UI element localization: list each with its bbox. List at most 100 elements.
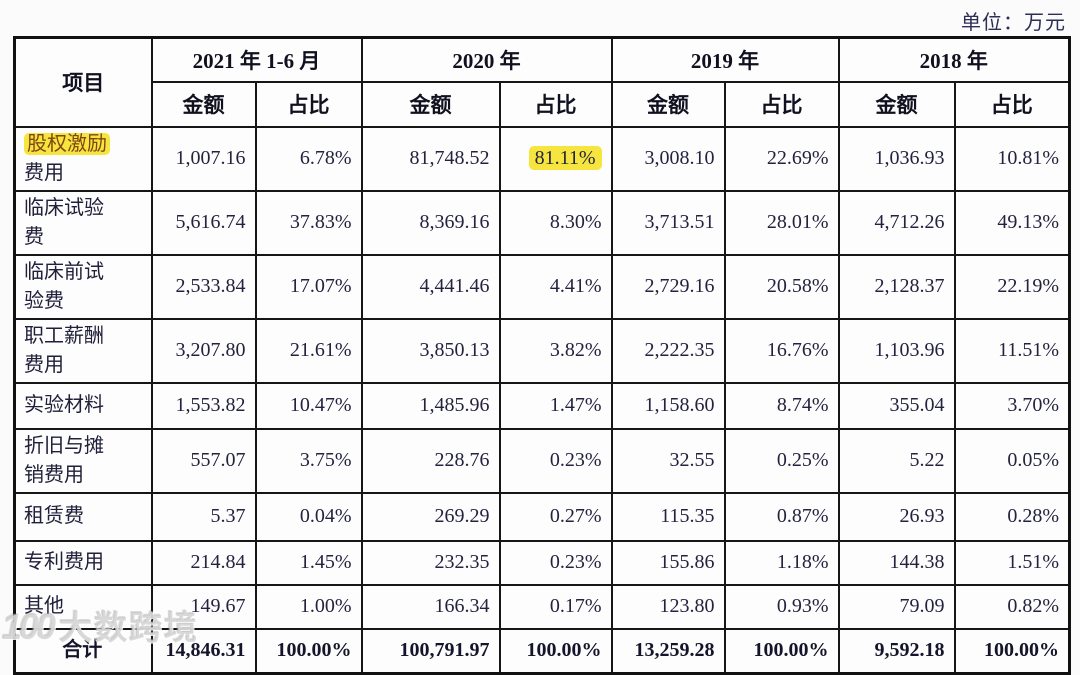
ratio-cell: 0.82%	[953, 583, 1071, 630]
table-body: 股权激励 费用 1,007.16 6.78% 81,748.52 81.11% 3,008.…	[13, 125, 1071, 675]
table-row: 实验材料 1,553.82 10.47% 1,485.96 1.47% 1,158.60 8…	[13, 381, 1071, 430]
row-label-cell: 合计	[13, 627, 153, 675]
amount-cell: 1,158.60	[610, 381, 726, 430]
header-year-2019: 2019 年	[610, 36, 840, 83]
amount-cell: 557.07	[150, 427, 257, 494]
ratio-cell: 100.00%	[953, 627, 1071, 675]
ratio-cell: 0.23%	[498, 427, 613, 494]
amount-cell: 123.80	[610, 583, 726, 630]
ratio-cell: 21.61%	[254, 317, 363, 384]
ratio-cell: 100.00%	[498, 627, 613, 675]
ratio-cell: 11.51%	[953, 317, 1071, 384]
ratio-cell: 3.82%	[498, 317, 613, 384]
amount-cell: 5.37	[150, 491, 257, 542]
amount-cell: 166.34	[360, 583, 501, 630]
ratio-cell: 100.00%	[254, 627, 363, 675]
header-year-row: 项目 2021 年 1-6 月 2020 年 2019 年 2018 年	[13, 36, 1071, 128]
ratio-cell: 28.01%	[723, 189, 840, 256]
header-year-2018: 2018 年	[837, 36, 1071, 83]
amount-cell: 3,207.80	[150, 317, 257, 384]
amount-cell: 2,533.84	[150, 253, 257, 320]
header-year-2021: 2021 年 1-6 月	[150, 36, 363, 83]
unit-label: 单位：万元	[961, 12, 1066, 34]
amount-cell: 355.04	[837, 381, 956, 430]
amount-cell: 149.67	[150, 583, 257, 630]
amount-cell: 3,008.10	[610, 125, 726, 192]
amount-cell: 269.29	[360, 491, 501, 542]
table-row: 股权激励 费用 1,007.16 6.78% 81,748.52 81.11% 3,008.…	[13, 125, 1071, 192]
ratio-cell: 0.05%	[953, 427, 1071, 494]
table-row: 临床试验费 5,616.74 37.83% 8,369.16 8.30% 3,713.51…	[13, 189, 1071, 256]
ratio-cell: 0.25%	[723, 427, 840, 494]
amount-cell: 115.35	[610, 491, 726, 542]
ratio-cell: 22.19%	[953, 253, 1071, 320]
ratio-cell: 20.58%	[723, 253, 840, 320]
table-row: 合计 14,846.31 100.00% 100,791.97 100.00% 13,25…	[13, 627, 1071, 675]
ratio-cell: 0.87%	[723, 491, 840, 542]
amount-cell: 8,369.16	[360, 189, 501, 256]
amount-cell: 1,007.16	[150, 125, 257, 192]
table-row: 临床前试 验费 2,533.84 17.07% 4,441.46 4.41% 2,729.1…	[13, 253, 1071, 320]
table-row: 职工薪酬 费用 3,207.80 21.61% 3,850.13 3.82% 2,222.3…	[13, 317, 1071, 384]
amount-cell: 9,592.18	[837, 627, 956, 675]
ratio-cell: 49.13%	[953, 189, 1071, 256]
ratio-cell: 81.11%	[498, 125, 613, 192]
table-header: 项目 2021 年 1-6 月 2020 年 2019 年 2018 年 金额 …	[13, 36, 1071, 128]
row-label-cell: 股权激励 费用	[13, 125, 153, 192]
header-amount: 金额	[150, 80, 257, 128]
amount-cell: 100,791.97	[360, 627, 501, 675]
header-sub-row: 金额 占比 金额 占比 金额 占比 金额 占比	[15, 80, 1071, 128]
amount-cell: 228.76	[360, 427, 501, 494]
ratio-cell: 1.45%	[254, 539, 363, 586]
amount-cell: 214.84	[150, 539, 257, 586]
row-label-cell: 临床试验费	[13, 189, 153, 256]
ratio-cell: 8.30%	[498, 189, 613, 256]
amount-cell: 26.93	[837, 491, 956, 542]
amount-cell: 144.38	[837, 539, 956, 586]
ratio-cell: 0.17%	[498, 583, 613, 630]
ratio-cell: 4.41%	[498, 253, 613, 320]
ratio-cell: 1.00%	[254, 583, 363, 630]
ratio-cell: 100.00%	[723, 627, 840, 675]
header-ratio: 占比	[498, 80, 613, 128]
amount-cell: 2,128.37	[837, 253, 956, 320]
row-label-cell: 折旧与摊 销费用	[13, 427, 153, 494]
ratio-cell: 16.76%	[723, 317, 840, 384]
row-label-cell: 职工薪酬 费用	[13, 317, 153, 384]
ratio-cell: 0.27%	[498, 491, 613, 542]
header-item: 项目	[13, 36, 153, 128]
amount-cell: 79.09	[837, 583, 956, 630]
header-ratio: 占比	[953, 80, 1071, 128]
amount-cell: 14,846.31	[150, 627, 257, 675]
header-ratio: 占比	[723, 80, 840, 128]
amount-cell: 5,616.74	[150, 189, 257, 256]
ratio-cell: 1.47%	[498, 381, 613, 430]
amount-cell: 155.86	[610, 539, 726, 586]
amount-cell: 232.35	[360, 539, 501, 586]
ratio-cell: 0.04%	[254, 491, 363, 542]
table-row: 其他 149.67 1.00% 166.34 0.17% 123.80 0.93% 79.09…	[13, 583, 1071, 630]
header-year-2020: 2020 年	[360, 36, 613, 83]
ratio-cell: 10.47%	[254, 381, 363, 430]
amount-cell: 81,748.52	[360, 125, 501, 192]
amount-cell: 3,850.13	[360, 317, 501, 384]
row-label-cell: 租赁费	[13, 491, 153, 542]
amount-cell: 3,713.51	[610, 189, 726, 256]
ratio-cell: 1.18%	[723, 539, 840, 586]
table-row: 专利费用 214.84 1.45% 232.35 0.23% 155.86 1.18% 144…	[13, 539, 1071, 586]
amount-cell: 32.55	[610, 427, 726, 494]
ratio-cell: 22.69%	[723, 125, 840, 192]
row-label-cell: 专利费用	[13, 539, 153, 586]
ratio-cell: 0.23%	[498, 539, 613, 586]
row-label-cell: 其他	[13, 583, 153, 630]
ratio-cell: 3.75%	[254, 427, 363, 494]
amount-cell: 4,441.46	[360, 253, 501, 320]
amount-cell: 1,485.96	[360, 381, 501, 430]
ratio-cell: 10.81%	[953, 125, 1071, 192]
ratio-cell: 8.74%	[723, 381, 840, 430]
amount-cell: 1,036.93	[837, 125, 956, 192]
table-row: 折旧与摊 销费用 557.07 3.75% 228.76 0.23% 32.55 0.25% 5…	[13, 427, 1071, 494]
header-amount: 金额	[360, 80, 501, 128]
amount-cell: 4,712.26	[837, 189, 956, 256]
row-label-cell: 实验材料	[13, 381, 153, 430]
